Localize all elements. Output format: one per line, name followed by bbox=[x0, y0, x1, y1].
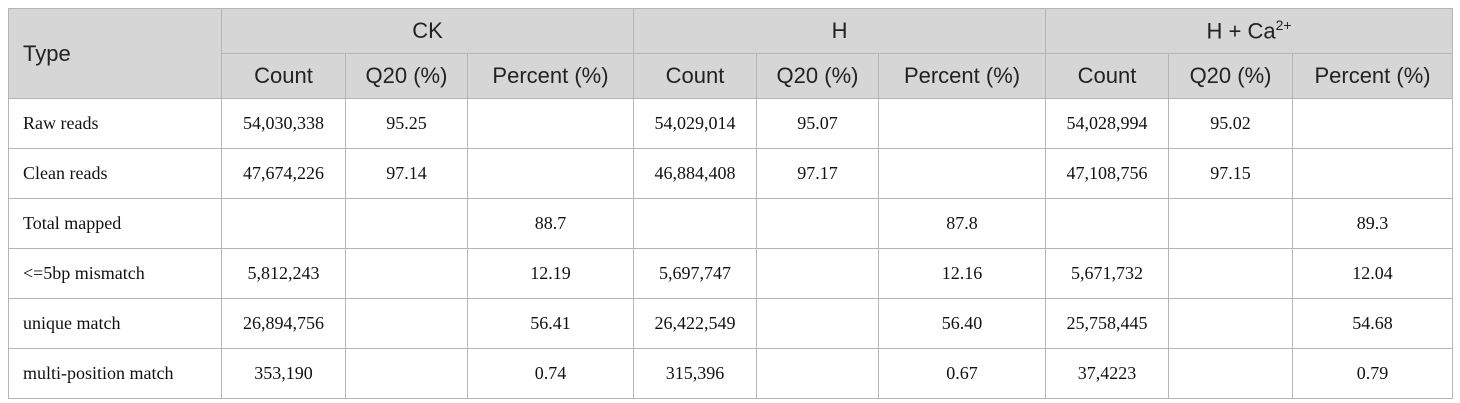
empty-cell bbox=[1168, 298, 1294, 349]
empty-cell bbox=[878, 148, 1047, 199]
empty-cell bbox=[1168, 348, 1294, 399]
table-cell: 5,671,732 bbox=[1045, 248, 1170, 299]
table-row: multi-position match 353,190 0.74 315,396 0.… bbox=[8, 348, 1454, 399]
table-cell: 0.79 bbox=[1292, 348, 1454, 399]
empty-cell bbox=[756, 198, 880, 249]
table-row: Clean reads 47,674,226 97.14 46,884,408 97.1… bbox=[8, 148, 1454, 199]
table-cell: 0.74 bbox=[466, 348, 635, 399]
empty-cell bbox=[345, 348, 468, 399]
group-label: H + Ca bbox=[1206, 18, 1276, 44]
column-header: Percent (%) bbox=[466, 53, 635, 99]
table-cell: 54,029,014 bbox=[633, 98, 758, 149]
table-cell: 353,190 bbox=[221, 348, 346, 399]
row-label: unique match bbox=[8, 298, 222, 349]
table-row: Total mapped 88.7 87.8 89.3 bbox=[8, 198, 1454, 249]
table-cell: 95.25 bbox=[345, 98, 468, 149]
row-label: <=5bp mismatch bbox=[8, 248, 222, 299]
column-header: Q20 (%) bbox=[756, 53, 880, 99]
table-row: <=5bp mismatch 5,812,243 12.19 5,697,747 12.… bbox=[8, 248, 1454, 299]
empty-cell bbox=[345, 298, 468, 349]
table-cell: 56.40 bbox=[878, 298, 1047, 349]
table-cell: 46,884,408 bbox=[633, 148, 758, 199]
table-cell: 12.19 bbox=[466, 248, 635, 299]
empty-cell bbox=[345, 198, 468, 249]
column-header: Count bbox=[1045, 53, 1170, 99]
table-cell: 87.8 bbox=[878, 198, 1047, 249]
group-label: H bbox=[831, 18, 848, 43]
table-cell: 54,030,338 bbox=[221, 98, 346, 149]
row-label: Clean reads bbox=[8, 148, 222, 199]
data-table: Type CK H H + Ca2+ Count Q20 (%) Percent (%)… bbox=[8, 8, 1454, 399]
empty-cell bbox=[756, 248, 880, 299]
table-cell: 26,894,756 bbox=[221, 298, 346, 349]
row-label: Raw reads bbox=[8, 98, 222, 149]
empty-cell bbox=[1292, 98, 1454, 149]
type-header: Type bbox=[8, 8, 222, 99]
column-header: Q20 (%) bbox=[1168, 53, 1294, 99]
column-header: Percent (%) bbox=[1292, 53, 1454, 99]
table-cell: 54.68 bbox=[1292, 298, 1454, 349]
empty-cell bbox=[345, 248, 468, 299]
table-cell: 97.14 bbox=[345, 148, 468, 199]
row-label: multi-position match bbox=[8, 348, 222, 399]
column-header: Count bbox=[221, 53, 346, 99]
table-body: Raw reads 54,030,338 95.25 54,029,014 95.07 5… bbox=[8, 98, 1454, 399]
table-cell: 26,422,549 bbox=[633, 298, 758, 349]
column-header: Percent (%) bbox=[878, 53, 1047, 99]
empty-cell bbox=[221, 198, 346, 249]
table-cell: 37,4223 bbox=[1045, 348, 1170, 399]
empty-cell bbox=[466, 98, 635, 149]
table-row: unique match 26,894,756 56.41 26,422,549 56.… bbox=[8, 298, 1454, 349]
table-cell: 95.07 bbox=[756, 98, 880, 149]
table-cell: 54,028,994 bbox=[1045, 98, 1170, 149]
column-header: Q20 (%) bbox=[345, 53, 468, 99]
table-cell: 47,674,226 bbox=[221, 148, 346, 199]
empty-cell bbox=[1168, 248, 1294, 299]
group-label: CK bbox=[412, 18, 443, 43]
empty-cell bbox=[1168, 198, 1294, 249]
table-cell: 97.15 bbox=[1168, 148, 1294, 199]
table-cell: 315,396 bbox=[633, 348, 758, 399]
table-cell: 89.3 bbox=[1292, 198, 1454, 249]
table-cell: 12.04 bbox=[1292, 248, 1454, 299]
group-superscript: 2+ bbox=[1275, 17, 1292, 34]
table-cell: 47,108,756 bbox=[1045, 148, 1170, 199]
table-cell: 0.67 bbox=[878, 348, 1047, 399]
table-cell: 95.02 bbox=[1168, 98, 1294, 149]
empty-cell bbox=[756, 348, 880, 399]
group-header: CK bbox=[220, 8, 635, 54]
table-cell: 97.17 bbox=[756, 148, 880, 199]
empty-cell bbox=[466, 148, 635, 199]
empty-cell bbox=[878, 98, 1047, 149]
column-header: Count bbox=[633, 53, 758, 99]
group-header: H bbox=[633, 8, 1047, 54]
empty-cell bbox=[633, 198, 758, 249]
header-row: Type CK H H + Ca2+ bbox=[8, 8, 1454, 99]
row-label: Total mapped bbox=[8, 198, 222, 249]
subheader-row: Count Q20 (%) Percent (%) Count Q20 (%) Perce… bbox=[9, 53, 1454, 99]
empty-cell bbox=[1292, 148, 1454, 199]
table-cell: 5,697,747 bbox=[633, 248, 758, 299]
table-head: Type CK H H + Ca2+ Count Q20 (%) Percent (%)… bbox=[8, 8, 1454, 99]
group-header: H + Ca2+ bbox=[1045, 8, 1454, 54]
table-cell: 56.41 bbox=[466, 298, 635, 349]
table-cell: 25,758,445 bbox=[1045, 298, 1170, 349]
empty-cell bbox=[756, 298, 880, 349]
table-cell: 5,812,243 bbox=[221, 248, 346, 299]
table-row: Raw reads 54,030,338 95.25 54,029,014 95.07 5… bbox=[8, 98, 1454, 149]
table-cell: 12.16 bbox=[878, 248, 1047, 299]
empty-cell bbox=[1045, 198, 1170, 249]
table-cell: 88.7 bbox=[466, 198, 635, 249]
